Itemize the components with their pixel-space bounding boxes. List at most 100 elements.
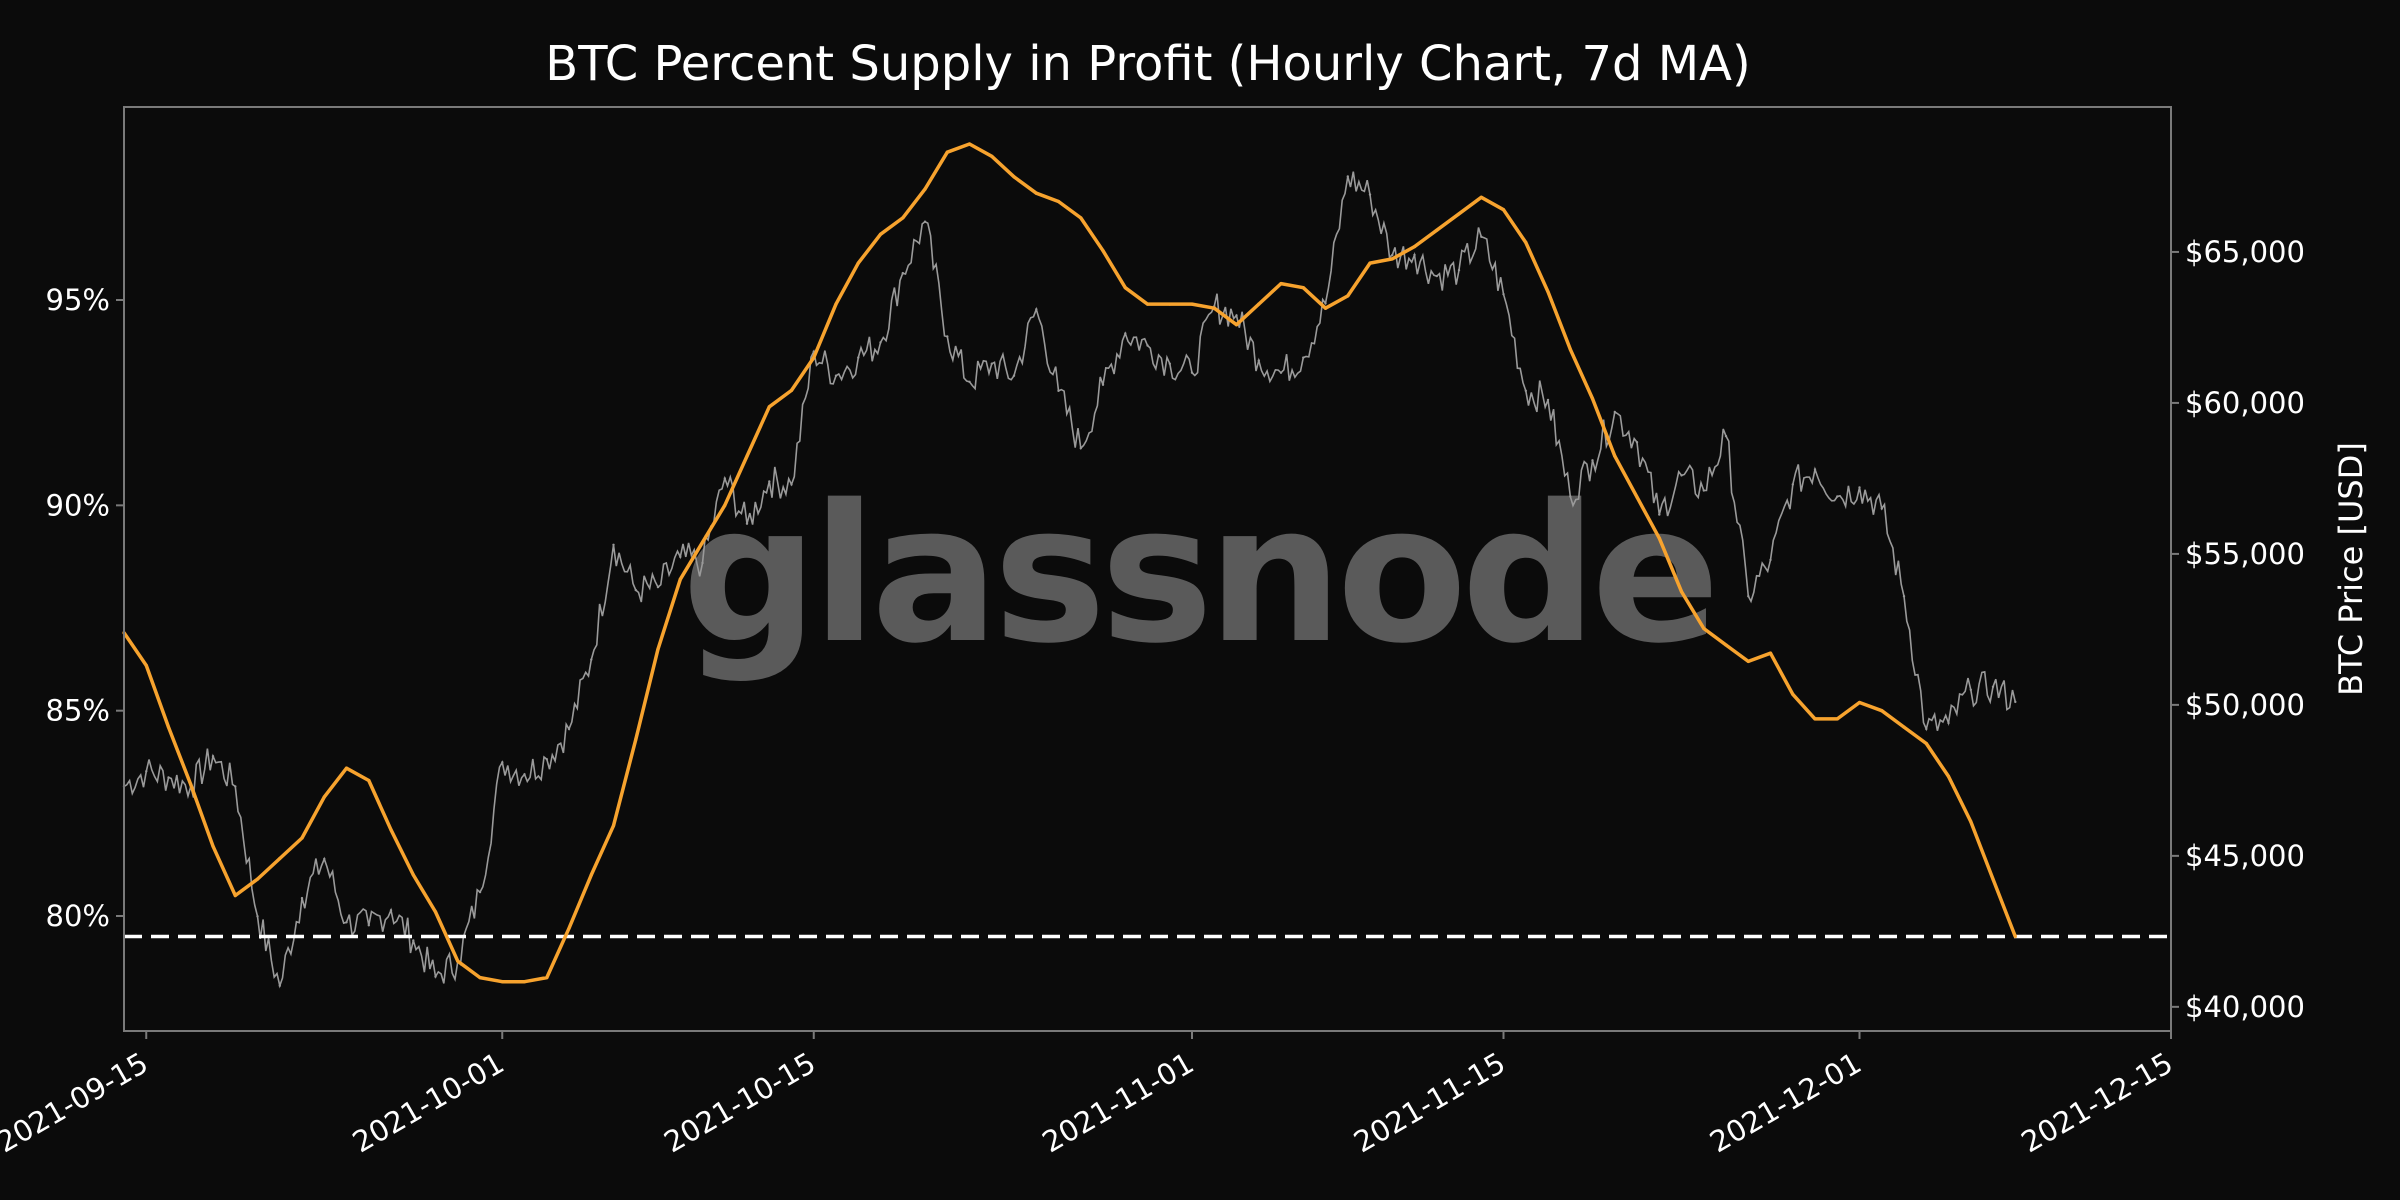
y2-tick-label: $45,000 xyxy=(2185,839,2305,873)
price-point xyxy=(345,921,348,924)
supply-point xyxy=(1835,717,1839,721)
supply-point xyxy=(1279,282,1283,286)
supply-point xyxy=(500,980,504,984)
chart-title: BTC Percent Supply in Profit (Hourly Cha… xyxy=(545,36,1750,92)
supply-point xyxy=(1034,191,1038,195)
y-tick-label: 90% xyxy=(46,488,110,522)
supply-point xyxy=(723,503,727,507)
supply-point xyxy=(1969,820,1973,824)
price-point xyxy=(656,585,660,589)
supply-point xyxy=(990,154,994,158)
price-point xyxy=(145,770,148,773)
price-point xyxy=(1101,383,1105,386)
supply-point xyxy=(1791,692,1795,696)
supply-point xyxy=(611,824,616,828)
supply-point xyxy=(634,737,638,742)
supply-point xyxy=(1524,240,1528,245)
price-point xyxy=(1680,474,1683,477)
price-series xyxy=(122,171,2017,989)
price-point xyxy=(1902,595,1906,598)
supply-point xyxy=(1991,877,1995,881)
supply-point xyxy=(678,577,682,581)
price-point xyxy=(1658,513,1661,516)
price-point xyxy=(1324,302,1327,305)
price-point xyxy=(1569,495,1572,498)
supply-point xyxy=(367,778,371,783)
supply-point xyxy=(789,388,794,392)
supply-point xyxy=(1101,249,1105,253)
supply-point xyxy=(1435,228,1439,232)
supply-point xyxy=(189,783,193,787)
y2-tick-label: $60,000 xyxy=(2185,386,2305,420)
supply-point xyxy=(812,355,816,360)
price-point xyxy=(946,335,949,338)
supply-point xyxy=(945,150,949,154)
price-point xyxy=(1413,253,1416,257)
price-point xyxy=(1302,356,1305,359)
price-point xyxy=(1168,362,1172,365)
price-point xyxy=(1702,489,1706,492)
y-tick-label: 85% xyxy=(46,694,110,728)
supply-series xyxy=(122,142,2017,984)
supply-point xyxy=(1546,290,1550,294)
price-point xyxy=(523,773,526,776)
supply-point xyxy=(1857,700,1862,705)
supply-point xyxy=(433,910,438,914)
supply-point xyxy=(834,302,838,306)
price-point xyxy=(1635,441,1639,444)
price-point xyxy=(367,924,370,927)
supply-point xyxy=(1079,216,1083,220)
supply-point xyxy=(411,873,415,877)
y2-tick-label: $40,000 xyxy=(2185,990,2305,1024)
price-point xyxy=(1791,483,1795,486)
price-point xyxy=(389,909,393,912)
plot-frame xyxy=(123,106,2172,1032)
supply-point xyxy=(1635,495,1639,499)
supply-point xyxy=(1390,257,1394,261)
supply-point xyxy=(1657,536,1661,540)
supply-point xyxy=(322,795,326,799)
supply-point xyxy=(1346,294,1350,298)
price-point xyxy=(501,761,504,764)
price-point xyxy=(1880,507,1884,510)
supply-point xyxy=(1301,286,1305,290)
price-point xyxy=(1524,389,1528,392)
supply-point xyxy=(567,926,571,930)
supply-line xyxy=(122,142,2017,984)
supply-point xyxy=(767,405,771,409)
supply-point xyxy=(656,647,660,651)
price-point xyxy=(1035,308,1038,311)
supply-point xyxy=(1702,626,1706,631)
supply-point xyxy=(878,232,883,236)
price-point xyxy=(1502,293,1505,296)
price-point xyxy=(478,890,482,894)
supply-point xyxy=(1323,306,1328,310)
price-point xyxy=(1279,371,1283,374)
supply-point xyxy=(144,663,148,668)
supply-point xyxy=(166,725,171,729)
price-point xyxy=(990,362,993,365)
supply-point xyxy=(1946,774,1951,779)
price-point xyxy=(2014,700,2017,704)
y2-tick-label: $55,000 xyxy=(2185,537,2305,571)
price-point xyxy=(278,984,281,987)
supply-point xyxy=(745,454,749,458)
price-point xyxy=(879,341,882,344)
supply-point xyxy=(856,261,860,265)
y2-tick-label: $65,000 xyxy=(2185,235,2305,269)
supply-point xyxy=(1234,323,1239,327)
price-point xyxy=(834,374,838,377)
price-point xyxy=(612,543,615,546)
price-point xyxy=(323,857,326,861)
price-point xyxy=(300,896,304,900)
supply-point xyxy=(1501,208,1506,212)
price-point xyxy=(1591,459,1594,462)
supply-point xyxy=(1590,397,1595,401)
supply-point xyxy=(923,187,927,191)
supply-point xyxy=(589,873,593,877)
price-point xyxy=(1346,175,1350,178)
price-point xyxy=(1613,410,1617,414)
price-point xyxy=(745,522,749,525)
